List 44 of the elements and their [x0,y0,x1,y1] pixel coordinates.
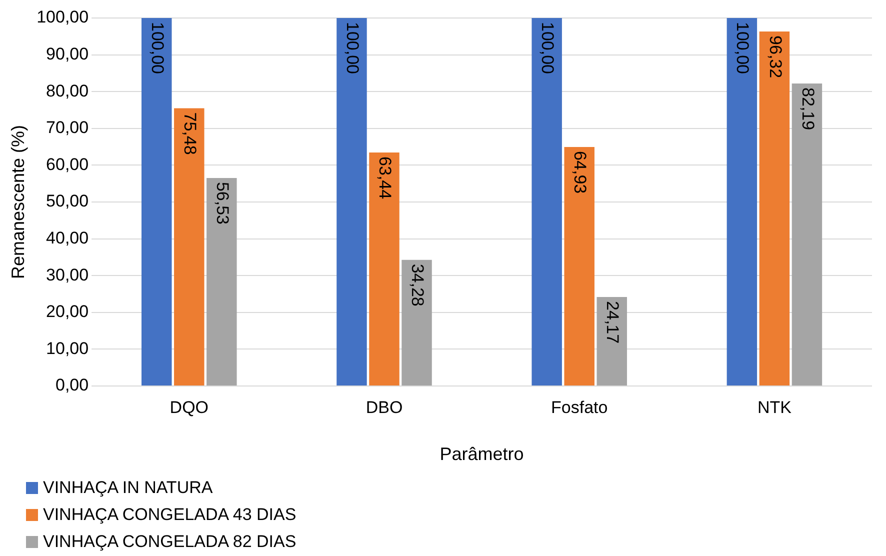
x-tick-label: Fosfato [550,398,608,417]
bar [402,260,432,386]
bar [759,32,790,386]
y-tick-label: 80,00 [46,81,89,100]
x-axis-title: Parâmetro [440,444,524,464]
data-label: 75,48 [180,112,200,155]
data-label: 34,28 [408,264,428,306]
bar [564,147,594,386]
y-tick-label: 20,00 [46,302,89,322]
bar [174,108,204,386]
y-tick-label: 10,00 [46,338,89,358]
data-label: 100,00 [343,22,362,74]
data-label: 56,53 [212,182,232,225]
y-tick-label: 100,00 [36,8,89,27]
bar [596,297,627,386]
data-label: 63,44 [376,156,395,200]
y-tick-label: 90,00 [46,44,89,64]
legend-label: VINHAÇA IN NATURA [43,478,213,498]
bar [792,84,822,386]
x-tick-label: NTK [757,398,792,417]
y-tick-label: 70,00 [46,118,89,138]
data-label: 100,00 [148,22,167,74]
bar [726,18,758,386]
y-axis-title: Remanescente (%) [8,124,28,280]
y-tick-label: 50,00 [46,192,89,211]
data-label: 96,32 [766,36,785,78]
y-tick-label: 60,00 [46,154,89,174]
bar [532,18,562,386]
bar [369,152,400,386]
bar [142,18,172,386]
data-label: 100,00 [733,22,752,74]
data-label: 24,17 [603,301,622,344]
data-label: 82,19 [798,88,818,130]
y-tick-label: 40,00 [46,228,89,248]
legend-label: VINHAÇA CONGELADA 82 DIAS [43,532,296,552]
y-tick-label: 0,00 [56,376,89,395]
legend-label: VINHAÇA CONGELADA 43 DIAS [43,504,296,524]
x-tick-label: DBO [366,398,403,417]
bar [206,178,237,386]
x-tick-label: DQO [170,398,209,417]
data-label: 64,93 [570,151,590,194]
y-tick-label: 30,00 [46,265,89,284]
bar [336,18,367,386]
data-label: 100,00 [538,22,558,74]
